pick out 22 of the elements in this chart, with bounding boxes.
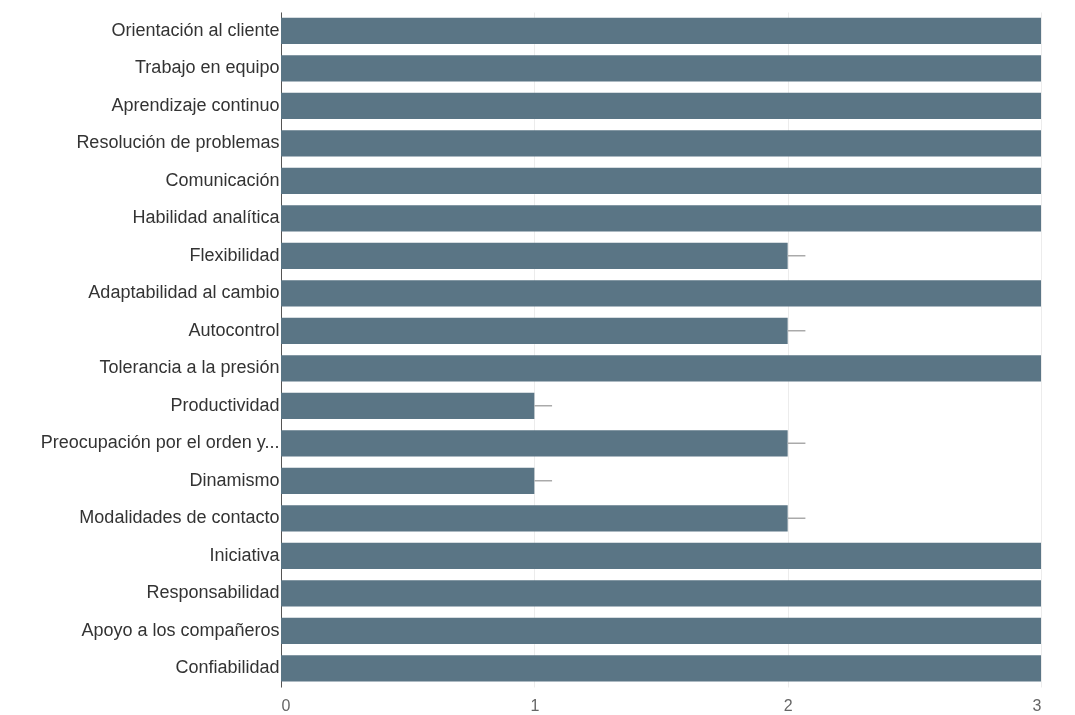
- x-tick-label: 0: [281, 696, 291, 714]
- y-tick-label: Tolerancia a la presión: [99, 357, 280, 378]
- y-tick-label: Dinamismo: [189, 469, 280, 490]
- y-tick-label: Comunicación: [165, 169, 280, 190]
- y-tick-label: Trabajo en equipo: [135, 57, 280, 78]
- x-tick-label: 1: [530, 696, 540, 714]
- y-tick-label: Adaptabilidad al cambio: [88, 282, 280, 303]
- y-tick-label: Aprendizaje continuo: [111, 94, 280, 115]
- y-tick-label: Flexibilidad: [189, 244, 280, 265]
- x-tick-label: 3: [1032, 696, 1042, 714]
- y-tick-label: Orientación al cliente: [111, 19, 280, 40]
- y-tick-label: Apoyo a los compañeros: [81, 619, 280, 640]
- y-tick-label: Autocontrol: [188, 319, 280, 340]
- y-tick-label: Productividad: [170, 394, 280, 415]
- y-tick-label: Preocupación por el orden y...: [40, 432, 280, 453]
- y-tick-label: Iniciativa: [209, 544, 281, 565]
- x-tick-label: 2: [783, 696, 793, 714]
- y-tick-label: Resolución de problemas: [76, 132, 280, 153]
- y-tick-label: Confiabilidad: [175, 657, 280, 678]
- y-tick-label: Modalidades de contacto: [79, 507, 280, 528]
- y-tick-label: Responsabilidad: [146, 582, 280, 603]
- y-tick-label: Habilidad analítica: [132, 207, 281, 228]
